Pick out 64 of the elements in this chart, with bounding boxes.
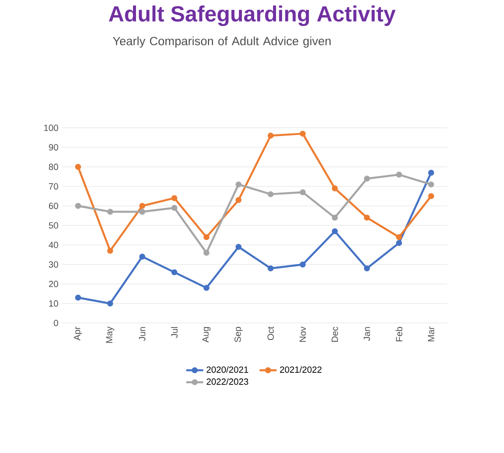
point [332, 185, 338, 192]
point [203, 284, 210, 291]
x-tick-label: Nov [300, 326, 306, 342]
point [300, 261, 306, 268]
point [75, 164, 82, 170]
point [139, 254, 146, 260]
x-tick-label: Jun [139, 327, 146, 341]
point [107, 208, 114, 215]
point [203, 234, 210, 240]
point [396, 172, 402, 178]
y-tick-label: 50 [48, 222, 58, 229]
point [171, 195, 178, 202]
y-tick-label: 100 [44, 124, 58, 132]
x-tick-label: Sep [234, 326, 243, 342]
point [139, 202, 146, 209]
point [171, 204, 178, 211]
legend-label: 2020/2021 [206, 366, 248, 373]
x-tick-label: Jan [364, 327, 370, 341]
point [171, 269, 178, 276]
point [332, 214, 338, 221]
point [75, 202, 82, 209]
point [203, 250, 210, 256]
x-tick-label: Jul [171, 327, 178, 338]
point [364, 214, 370, 221]
point [236, 197, 242, 204]
point [107, 248, 114, 254]
y-tick-label: 0 [54, 320, 58, 326]
legend-label: 2022/2023 [206, 378, 248, 385]
x-tick-label: Feb [396, 326, 402, 342]
point [236, 244, 242, 250]
point [300, 130, 306, 137]
point [332, 228, 338, 234]
point [428, 181, 434, 188]
chart-subtitle: Yearly Comparison of Adult Advice given [112, 36, 331, 48]
x-tick-label: Oct [267, 326, 274, 340]
y-tick-label: 90 [48, 144, 58, 151]
y-tick-label: 10 [49, 300, 58, 307]
point [236, 181, 242, 188]
x-tick-label: Aug [202, 327, 210, 342]
x-tick-label: Apr [74, 326, 82, 340]
point [364, 176, 370, 182]
point [396, 234, 402, 240]
point [268, 265, 274, 272]
x-tick-label: Dec [332, 326, 338, 342]
x-tick-label: May [106, 326, 114, 343]
y-tick-label: 40 [48, 242, 58, 248]
legend-label: 2021/2022 [280, 366, 322, 373]
y-tick-label: 20 [48, 280, 58, 288]
y-tick-label: 70 [48, 183, 58, 190]
point [396, 240, 402, 246]
point [268, 191, 274, 198]
point [139, 208, 146, 215]
point [268, 132, 274, 139]
point [300, 189, 306, 196]
y-tick-label: 60 [48, 202, 58, 210]
point [364, 265, 370, 272]
y-tick-label: 80 [48, 164, 58, 170]
point [428, 170, 434, 176]
y-tick-label: 30 [48, 261, 58, 268]
chart-title: Adult Safeguarding Activity [108, 6, 396, 26]
point [75, 294, 82, 301]
point [107, 300, 114, 306]
x-tick-label: Mar [428, 326, 434, 342]
point [428, 193, 434, 200]
